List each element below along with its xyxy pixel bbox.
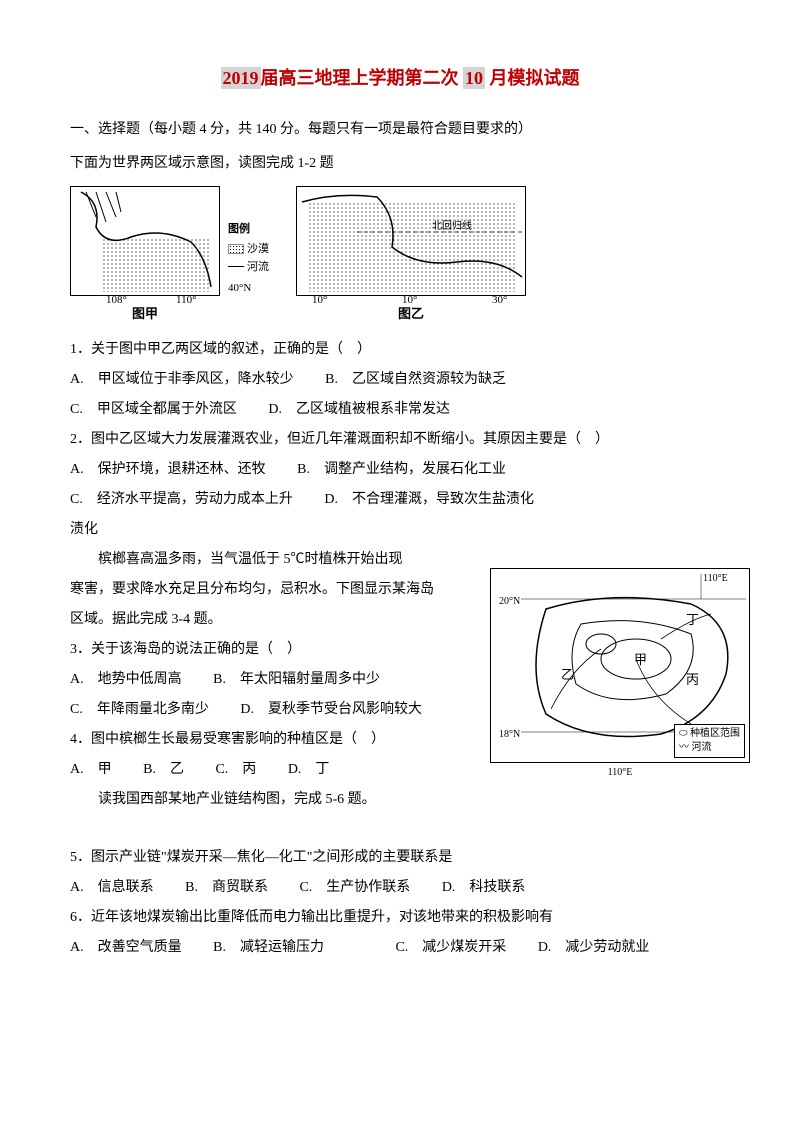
legend-title: 图例 [228,221,288,238]
coord-30e: 30° [492,289,507,311]
q1-C: C. 甲区域全都属于外流区 [70,402,237,417]
map-yi-svg: 北回归线 [297,187,527,297]
q1-opts-2: C. 甲区域全都属于外流区 D. 乙区域植被根系非常发达 [70,396,730,424]
passage-3: 读我国西部某地产业链结构图，完成 5-6 题。 [70,786,730,814]
q3-B: B. 年太阳辐射量周多中少 [213,672,380,687]
island-legend: ⬭ 种植区范围 〰 河流 [674,724,745,758]
label-yi: 乙 [561,667,574,682]
label-jia: 甲 [634,652,647,667]
q5-opts: A. 信息联系 B. 商贸联系 C. 生产协作联系 D. 科技联系 [70,874,730,902]
q1-D: D. 乙区域植被根系非常发达 [268,402,450,417]
figure-1-legend: 图例 沙漠 河流 40°N [228,221,288,296]
island-y-top: 20°N [499,596,520,607]
legend-river-row: 〰 河流 [679,741,740,755]
q2-stem: 2．图中乙区域大力发展灌溉农业，但近几年灌溉面积却不断缩小。其原因主要是（ ） [70,426,730,454]
q3-opts-2: C. 年降雨量北多南少 D. 夏秋季节受台风影响较大 [70,696,450,724]
q6-stem: 6．近年该地煤炭输出比重降低而电力输出比重提升，对该地带来的积极影响有 [70,904,730,932]
legend-plant-row: ⬭ 种植区范围 [679,727,740,741]
map-jia-caption: 图甲 [132,301,158,327]
legend-desert: 沙漠 [247,241,269,258]
q5-stem: 5．图示产业链"煤炭开采—焦化—化工"之间形成的主要联系是 [70,844,730,872]
page-title: 2019届高三地理上学期第二次 10 月模拟试题 [70,60,730,96]
figure-1: 108° 110° 图甲 图例 沙漠 河流 40°N 北回归线 10° 10° … [70,186,730,296]
q1-stem: 1．关于图中甲乙两区域的叙述，正确的是（ ） [70,336,730,364]
map-yi-caption: 图乙 [398,301,424,327]
q4-A: A. 甲 [70,762,112,777]
q6-C: C. 减少煤炭开采 [395,940,506,955]
desert-pattern-icon [228,244,244,254]
section-heading: 一、选择题（每小题 4 分，共 140 分。每题只有一项是最符合题目要求的） [70,116,730,144]
q4-D: D. 丁 [288,762,330,777]
map-jia: 108° 110° 图甲 [70,186,220,296]
passage-1: 下面为世界两区域示意图，读图完成 1-2 题 [70,150,730,178]
label-ding: 丁 [686,612,699,627]
q3-stem: 3．关于该海岛的说法正确的是（ ） [70,636,450,664]
q3-A: A. 地势中低周高 [70,672,182,687]
q6-D: D. 减少劳动就业 [538,940,650,955]
q1-B: B. 乙区域自然资源较为缺乏 [325,372,506,387]
q2-D-cont: 渍化 [70,516,730,544]
q6-A: A. 改善空气质量 [70,940,182,955]
q3-D: D. 夏秋季节受台风影响较大 [240,702,422,717]
coord-108: 108° [106,289,127,311]
q5-C: C. 生产协作联系 [299,880,410,895]
map-yi: 北回归线 10° 10° 30° 图乙 [296,186,526,296]
map-jia-svg [71,187,221,297]
label-bing: 丙 [686,672,699,687]
q2-D: D. 不合理灌溉，导致次生盐渍化 [324,492,534,507]
q1-opts-1: A. 甲区域位于非季风区，降水较少 B. 乙区域自然资源较为缺乏 [70,366,730,394]
q6-B: B. 减轻运输压力 [213,940,324,955]
title-end: 月模拟试题 [490,68,580,88]
legend-river: 河流 [247,259,269,276]
q3-C: C. 年降雨量北多南少 [70,702,209,717]
coord-40n: 40°N [228,280,288,297]
p2-l3: 区域。据此完成 3-4 题。 [70,606,450,634]
island-map: 110°E 20°N 18°N 甲 乙 丙 丁 ⬭ 种植区范围 〰 河流 [490,568,750,763]
island-y-bot: 18°N [499,729,520,740]
q5-A: A. 信息联系 [70,880,154,895]
q5-D: D. 科技联系 [442,880,526,895]
q2-B: B. 调整产业结构，发展石化工业 [297,462,506,477]
q4-opts: A. 甲 B. 乙 C. 丙 D. 丁 [70,756,450,784]
title-month: 10 [463,67,485,89]
q2-A: A. 保护环境，退耕还林、还牧 [70,462,266,477]
q4-B: B. 乙 [143,762,184,777]
q1-A: A. 甲区域位于非季风区，降水较少 [70,372,294,387]
passage-2-wrap: 槟榔喜高温多雨，当气温低于 5℃时植株开始出现 寒害，要求降水充足且分布均匀，忌… [70,546,450,784]
q4-C: C. 丙 [215,762,256,777]
q2-opts-1: A. 保护环境，退耕还林、还牧 B. 调整产业结构，发展石化工业 [70,456,730,484]
q5-B: B. 商贸联系 [185,880,268,895]
coord-10w: 10° [312,289,327,311]
river-pattern-icon [228,266,244,268]
q2-C: C. 经济水平提高，劳动力成本上升 [70,492,293,507]
island-x-bot: 110°E [490,763,750,783]
tropic-label: 北回归线 [432,219,472,232]
q2-opts-2: C. 经济水平提高，劳动力成本上升 D. 不合理灌溉，导致次生盐渍化 [70,486,730,514]
q4-stem: 4．图中槟榔生长最易受寒害影响的种植区是（ ） [70,726,450,754]
title-mid: 届高三地理上学期第二次 [261,68,459,88]
p2-l2: 寒害，要求降水充足且分布均匀，忌积水。下图显示某海岛 [70,576,450,604]
island-x-top: 110°E [703,573,728,584]
island-map-container: 110°E 20°N 18°N 甲 乙 丙 丁 ⬭ 种植区范围 〰 河流 110… [490,568,750,783]
q3-opts-1: A. 地势中低周高 B. 年太阳辐射量周多中少 [70,666,450,694]
title-year: 2019 [221,67,261,89]
p2-l1: 槟榔喜高温多雨，当气温低于 5℃时植株开始出现 [70,546,450,574]
coord-110: 110° [176,289,197,311]
q6-opts: A. 改善空气质量 B. 减轻运输压力 C. 减少煤炭开采 D. 减少劳动就业 [70,934,730,962]
